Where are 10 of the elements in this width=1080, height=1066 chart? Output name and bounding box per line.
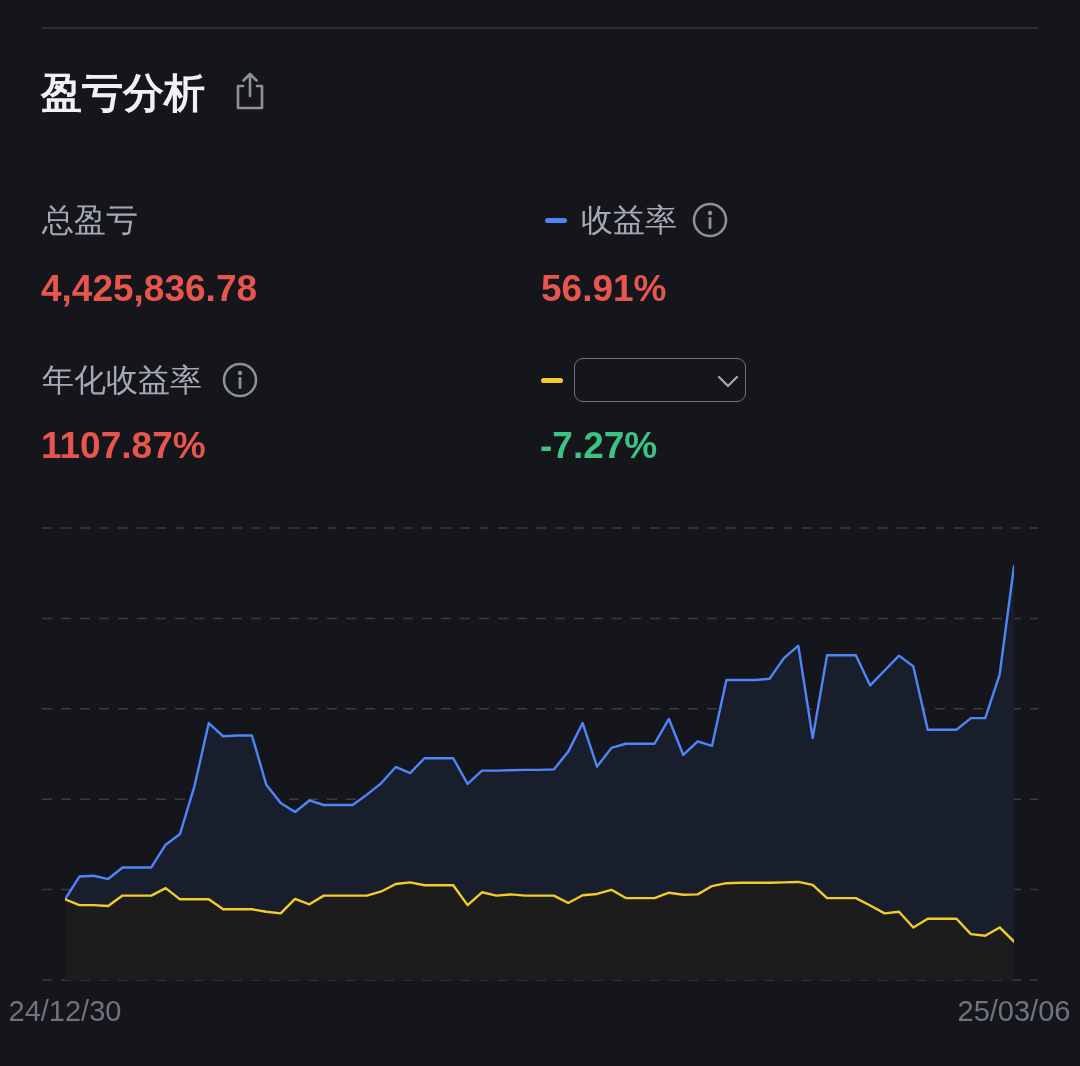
text: 4,425,836.78 [41, 268, 258, 309]
x-tick-label: 25/03/06 [957, 994, 1071, 1027]
text: 56.91% [541, 268, 667, 309]
chart-title: 盈亏分析 [41, 69, 205, 117]
text: 1107.87% [41, 425, 206, 466]
text: -7.27% [540, 425, 658, 466]
legend-label: 收益率 [581, 201, 677, 239]
text: 年化收益率 [42, 361, 202, 399]
text: 总盈亏 [42, 201, 138, 239]
x-tick-label: 24/12/30 [8, 994, 122, 1027]
